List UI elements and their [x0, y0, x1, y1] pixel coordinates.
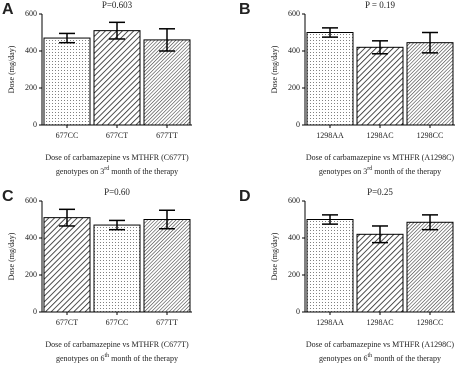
x-axis-label: Dose of carbamazepine vs MTHFR (A1298C): [306, 340, 455, 349]
panel-letter: A: [2, 1, 14, 18]
y-tick-label: 0: [296, 307, 300, 316]
y-tick-label: 0: [296, 120, 300, 129]
x-axis-label-part: rd: [367, 166, 372, 172]
x-tick-label: 677CT: [106, 131, 128, 140]
bar: [356, 46, 404, 126]
x-axis-label-line2: genotypes on 3rd month of the therapy: [319, 166, 441, 175]
x-axis-label-part: genotypes on 6: [56, 354, 104, 363]
x-axis-label-part: th: [104, 353, 109, 359]
panel: A P=0.603 Dose (mg/day) 0 200 400 600 677CC 677C…: [2, 0, 192, 176]
x-axis-label-line2: genotypes on 6th month of the therapy: [319, 353, 441, 362]
y-tick-label: 600: [288, 9, 300, 18]
x-tick-label: 677CC: [106, 318, 129, 327]
x-axis-label: Dose of carbamazepine vs MTHFR (A1298C): [306, 153, 455, 162]
chart-title: P = 0.19: [365, 0, 395, 10]
x-tick-label: 1298CC: [417, 318, 444, 327]
bar: [93, 30, 141, 126]
x-axis-label-line2: genotypes on 6th month of the therapy: [56, 353, 178, 362]
x-axis-label: Dose of carbamazepine vs MTHFR (C677T): [45, 153, 189, 162]
x-axis-label-part: th: [367, 353, 372, 359]
x-tick-label: 1298AC: [366, 318, 393, 327]
y-tick-label: 400: [25, 233, 37, 242]
x-tick-label: 1298AC: [366, 131, 393, 140]
panel-letter: D: [239, 188, 251, 205]
panel: D P=0.25 Dose (mg/day) 0 200 400 600 1298AA 1298…: [239, 187, 455, 363]
bar: [406, 42, 454, 126]
x-axis-label-line2: genotypes on 3rd month of the therapy: [56, 166, 178, 175]
y-axis-label: Dose (mg/day): [270, 232, 279, 280]
x-tick-label: 677TT: [156, 318, 178, 327]
x-tick-label: 677TT: [156, 131, 178, 140]
y-tick-label: 600: [288, 196, 300, 205]
bar: [306, 32, 354, 126]
x-axis-label-part: month of the therapy: [109, 167, 178, 176]
y-axis-label: Dose (mg/day): [7, 45, 16, 93]
panel: B P = 0.19 Dose (mg/day) 0 200 400 600 1298AA 12…: [239, 0, 455, 176]
panel-letter: B: [239, 1, 251, 18]
chart-title: P=0.25: [367, 187, 393, 197]
x-tick-label: 677CT: [56, 318, 78, 327]
bar: [143, 39, 191, 126]
y-axis-label: Dose (mg/day): [270, 45, 279, 93]
bar: [143, 219, 191, 313]
y-tick-label: 400: [288, 46, 300, 55]
panel: C P=0.60 Dose (mg/day) 0 200 400 600 677CT 677CC…: [2, 187, 192, 363]
bar: [43, 217, 91, 313]
y-tick-label: 400: [25, 46, 37, 55]
y-tick-label: 200: [25, 270, 37, 279]
bar: [306, 219, 354, 313]
x-axis-label-part: genotypes on 3: [56, 167, 104, 176]
y-tick-label: 200: [288, 270, 300, 279]
chart-title: P=0.60: [104, 187, 130, 197]
x-tick-label: 677CC: [56, 131, 79, 140]
chart-title: P=0.603: [102, 0, 133, 10]
y-tick-label: 400: [288, 233, 300, 242]
x-axis-label-part: month of the therapy: [372, 167, 441, 176]
x-axis-label-part: genotypes on 6: [319, 354, 367, 363]
x-tick-label: 1298CC: [417, 131, 444, 140]
y-tick-label: 600: [25, 9, 37, 18]
x-axis-label-part: month of the therapy: [109, 354, 178, 363]
x-tick-label: 1298AA: [316, 318, 344, 327]
y-axis-label: Dose (mg/day): [7, 232, 16, 280]
x-axis-label-part: month of the therapy: [372, 354, 441, 363]
bar: [356, 233, 404, 313]
x-axis-label-part: rd: [104, 166, 109, 172]
bar: [93, 224, 141, 313]
y-tick-label: 0: [33, 120, 37, 129]
panel-letter: C: [2, 188, 14, 205]
x-axis-label-part: genotypes on 3: [319, 167, 367, 176]
y-tick-label: 200: [25, 83, 37, 92]
bar: [43, 37, 91, 126]
x-axis-label: Dose of carbamazepine vs MTHFR (C677T): [45, 340, 189, 349]
x-tick-label: 1298AA: [316, 131, 344, 140]
bar: [406, 221, 454, 313]
y-tick-label: 200: [288, 83, 300, 92]
y-tick-label: 0: [33, 307, 37, 316]
y-tick-label: 600: [25, 196, 37, 205]
